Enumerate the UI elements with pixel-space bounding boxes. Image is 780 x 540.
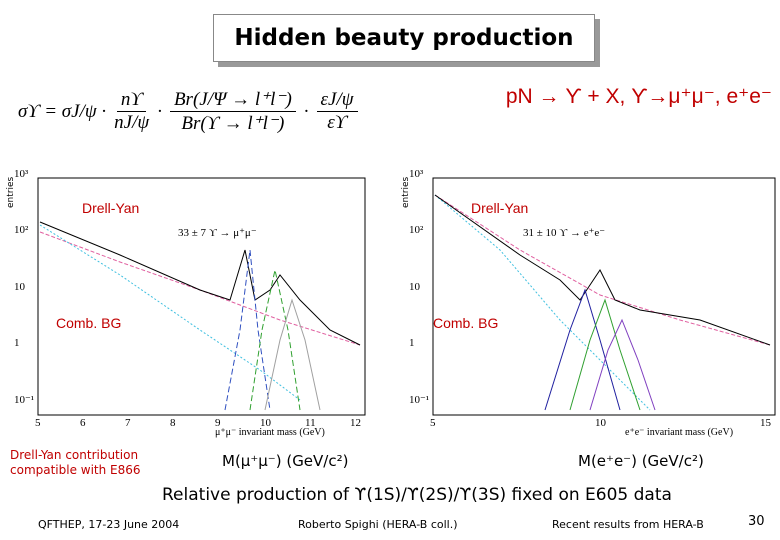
upsilon-1s <box>224 249 271 411</box>
footer-author: Roberto Spighi (HERA-B coll.) <box>298 518 458 531</box>
comb-bg-label: Comb. BG <box>433 315 499 331</box>
fit-curve <box>434 194 771 346</box>
x-tick-label: 9 <box>215 417 221 429</box>
y-tick-label: 1 <box>14 336 20 349</box>
fraction: Br(J/Ψ → l⁺l⁻) Br(ϒ → l⁺l⁻) <box>169 88 296 135</box>
drell-yan-label: Drell-Yan <box>471 200 529 216</box>
note: Drell-Yan contribution compatible with E… <box>10 448 141 477</box>
dot: · <box>157 100 162 122</box>
x-tick-label: 12 <box>350 417 361 429</box>
conclusion: Relative production of ϒ(1S)/ϒ(2S)/ϒ(3S)… <box>162 485 672 505</box>
y-axis-label: entries <box>6 176 16 208</box>
mass-label: M(μ⁺μ⁻) (GeV/c²) <box>222 452 349 470</box>
upsilon-3s <box>589 318 656 411</box>
y-tick-label: 10³ <box>14 168 29 180</box>
upsilon-3s <box>264 298 321 411</box>
y-tick-label: 10³ <box>409 168 424 180</box>
x-tick-label: 6 <box>80 417 86 429</box>
annotation: 31 ± 10 ϒ → e⁺e⁻ <box>523 227 606 239</box>
upsilon-1s <box>544 288 621 411</box>
footer-conference: QFTHEP, 17-23 June 2004 <box>38 518 180 531</box>
denominator: Br(ϒ → l⁺l⁻) <box>181 113 285 134</box>
footer-topic: Recent results from HERA-B <box>552 518 704 531</box>
comb-bg-curve <box>434 194 651 411</box>
x-tick-label: 11 <box>305 417 316 429</box>
slide-title: Hidden beauty production <box>213 14 595 62</box>
upsilon-2s <box>569 298 641 411</box>
denominator: εϒ <box>327 112 347 133</box>
page-number: 30 <box>748 514 765 529</box>
x-tick-label: 10 <box>595 417 606 429</box>
x-tick-label: 15 <box>760 417 771 429</box>
dot: · <box>303 100 309 122</box>
x-tick-label: 8 <box>170 417 176 429</box>
formula: σϒ = σJ/ψ · nϒ nJ/ψ · Br(J/Ψ → l⁺l⁻) Br(ϒ … <box>18 88 358 135</box>
y-tick-label: 10² <box>14 224 29 237</box>
fraction: nϒ nJ/ψ <box>114 89 149 134</box>
y-tick-label: 10 <box>14 280 25 293</box>
x-axis-label: μ⁺μ⁻ invariant mass (GeV) <box>215 427 325 438</box>
drell-yan-curve <box>434 194 771 346</box>
upsilon-2s <box>249 269 301 411</box>
fraction: εJ/ψ εϒ <box>316 89 358 134</box>
y-tick-label: 10² <box>409 224 424 237</box>
drell-yan-label: Drell-Yan <box>82 200 140 216</box>
numerator: εJ/ψ <box>316 89 358 112</box>
plot-frame <box>432 177 776 416</box>
denominator: nJ/ψ <box>114 112 150 133</box>
x-tick-label: 10 <box>260 417 271 429</box>
y-tick-label: 10 <box>409 280 420 293</box>
y-tick-label: 10⁻¹ <box>14 394 35 407</box>
numerator: nϒ <box>116 89 147 112</box>
numerator: Br(J/Ψ → l⁺l⁻) <box>169 88 296 112</box>
plot-frame <box>37 177 366 416</box>
x-tick-label: 5 <box>430 417 436 429</box>
annotation: 33 ± 7 ϒ → μ⁺μ⁻ <box>178 227 257 239</box>
x-tick-label: 7 <box>125 417 131 429</box>
x-tick-label: 5 <box>35 417 41 429</box>
y-tick-label: 1 <box>409 336 415 349</box>
x-axis-label: e⁺e⁻ invariant mass (GeV) <box>625 427 734 438</box>
mass-label: M(e⁺e⁻) (GeV/c²) <box>578 452 704 470</box>
comb-bg-label: Comb. BG <box>56 315 122 331</box>
y-tick-label: 10⁻¹ <box>409 394 430 407</box>
y-axis-label: entries <box>401 176 411 208</box>
comb-bg-curve <box>39 224 301 401</box>
formula-lhs: σϒ = σJ/ψ · <box>18 100 107 122</box>
reaction: pN → ϒ + X, ϒ→μ⁺μ⁻, e⁺e⁻ <box>505 85 772 108</box>
